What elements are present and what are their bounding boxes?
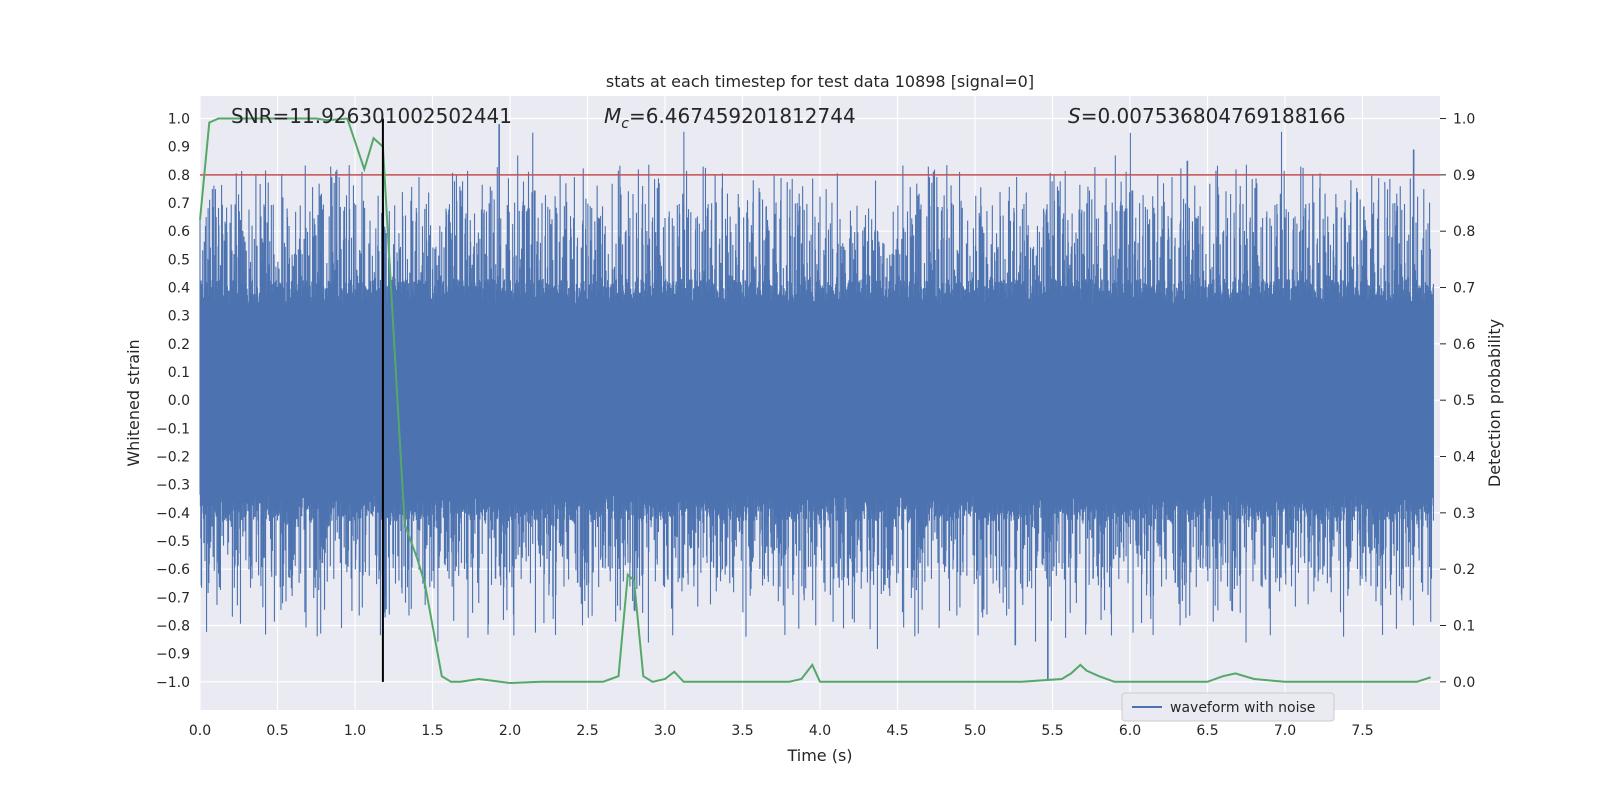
y-tick-label-left: 0.7 xyxy=(168,196,190,212)
y-tick-label-right: 0.0 xyxy=(1453,675,1475,691)
x-tick-label: 7.5 xyxy=(1351,723,1373,739)
x-axis-label: Time (s) xyxy=(786,746,852,765)
x-tick-label: 5.0 xyxy=(964,723,986,739)
y-tick-label-left: −0.4 xyxy=(156,506,190,522)
x-tick-label: 2.5 xyxy=(576,723,598,739)
y-tick-label-right: 0.4 xyxy=(1453,450,1475,466)
y-tick-label-left: −0.6 xyxy=(156,562,190,578)
y-tick-label-left: −0.8 xyxy=(156,619,190,635)
x-tick-label: 4.0 xyxy=(809,723,831,739)
legend-label: waveform with noise xyxy=(1170,700,1315,716)
y-tick-label-right: 0.5 xyxy=(1453,393,1475,409)
x-tick-label: 0.5 xyxy=(266,723,288,739)
y-tick-label-right: 0.2 xyxy=(1453,562,1475,578)
y-tick-label-left: 0.3 xyxy=(168,309,190,325)
x-tick-label: 3.5 xyxy=(731,723,753,739)
y-tick-label-left: 0.1 xyxy=(168,365,190,381)
mc-symbol: M xyxy=(604,104,621,128)
y-tick-label-left: −0.5 xyxy=(156,534,190,550)
x-tick-label: 4.5 xyxy=(886,723,908,739)
y-tick-label-left: 0.5 xyxy=(168,252,190,268)
x-tick-labels: 0.0 0.5 1.0 1.5 2.0 2.5 3.0 3.5 4.0 4.5 5.0 5.5 6.0 6… xyxy=(189,723,1374,739)
legend: waveform with noise xyxy=(1121,692,1335,722)
s-value: =0.007536804769188166 xyxy=(1081,104,1346,128)
y-axis-label-left: Whitened strain xyxy=(124,339,143,466)
snr-annotation: SNR=11.926301002502441 xyxy=(231,104,512,128)
y-tick-label-right: 0.7 xyxy=(1453,281,1475,297)
y-tick-label-left: −0.1 xyxy=(156,421,190,437)
x-tick-label: 1.5 xyxy=(421,723,443,739)
mc-value: =6.467459201812744 xyxy=(629,104,856,128)
y-tick-label-left: 0.9 xyxy=(168,140,190,156)
y-tick-label-left: −0.3 xyxy=(156,478,190,494)
y-tick-label-right: 0.6 xyxy=(1453,337,1475,353)
y-tick-label-left: 0.4 xyxy=(168,281,190,297)
right-tick-labels: 1.0 0.9 0.8 0.7 0.6 0.5 0.4 0.3 0.2 0.1 0.0 xyxy=(1440,112,1475,691)
y-tick-label-right: 0.8 xyxy=(1453,224,1475,240)
x-tick-label: 1.0 xyxy=(344,723,366,739)
detection-probability-line xyxy=(199,117,1432,685)
s-annotation: S=0.007536804769188166 xyxy=(1068,104,1346,128)
chirp-mass-annotation: Mc=6.467459201812744 xyxy=(604,104,856,132)
y-tick-label-left: −0.2 xyxy=(156,450,190,466)
y-tick-label-left: 0.8 xyxy=(168,168,190,184)
x-tick-label: 0.0 xyxy=(189,723,211,739)
x-tick-label: 6.0 xyxy=(1119,723,1141,739)
mc-subscript: c xyxy=(621,116,629,132)
y-tick-label-right: 0.3 xyxy=(1453,506,1475,522)
x-tick-label: 6.5 xyxy=(1196,723,1218,739)
y-tick-label-right: 0.1 xyxy=(1453,619,1475,635)
y-tick-label-right: 0.9 xyxy=(1453,168,1475,184)
y-tick-label-left: 0.2 xyxy=(168,337,190,353)
chart-title: stats at each timestep for test data 108… xyxy=(606,72,1034,91)
y-tick-label-right: 1.0 xyxy=(1453,112,1475,128)
x-tick-label: 7.0 xyxy=(1274,723,1296,739)
left-tick-labels: 1.0 0.9 0.8 0.7 0.6 0.5 0.4 0.3 0.2 0.1 0.0 −0.1 −0.… xyxy=(156,112,190,691)
x-tick-label: 2.0 xyxy=(499,723,521,739)
legend-box xyxy=(1121,692,1335,722)
y-tick-label-left: −1.0 xyxy=(156,675,190,691)
probability-layer xyxy=(199,117,1432,685)
y-tick-label-left: 0.0 xyxy=(168,393,190,409)
waveform-noise-path xyxy=(199,131,1434,649)
y-tick-label-left: 0.6 xyxy=(168,224,190,240)
y-tick-label-left: −0.7 xyxy=(156,590,190,606)
s-symbol: S xyxy=(1068,104,1081,128)
x-tick-label: 3.0 xyxy=(654,723,676,739)
y-tick-label-left: 1.0 xyxy=(168,112,190,128)
y-tick-label-left: −0.9 xyxy=(156,647,190,663)
y-axis-label-right: Detection probability xyxy=(1485,319,1504,487)
x-tick-label: 5.5 xyxy=(1041,723,1063,739)
